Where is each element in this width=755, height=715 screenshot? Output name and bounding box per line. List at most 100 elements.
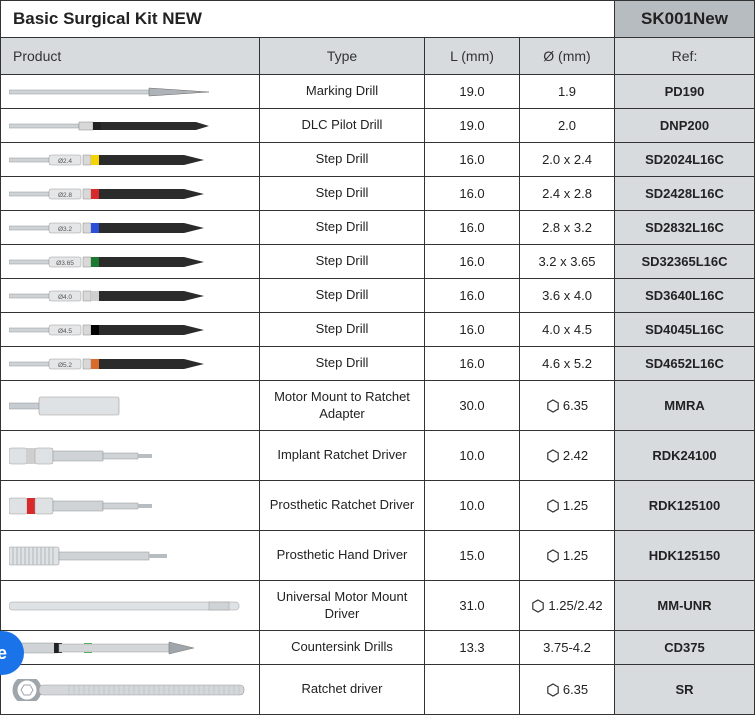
table-row: Prosthetic Hand Driver 15.0 1.25 HDK1251… (0, 531, 755, 581)
cell-ref: SD2024L16C (615, 143, 755, 177)
cell-product: Ø2.8 (0, 177, 260, 211)
cell-ref: MMRA (615, 381, 755, 431)
kit-sku: SK001New (615, 0, 755, 38)
cell-length: 16.0 (425, 211, 520, 245)
cell-ref: SD3640L16C (615, 279, 755, 313)
cell-type: Countersink Drills (260, 631, 425, 665)
table-row: Motor Mount to Ratchet Adapter 30.0 6.35… (0, 381, 755, 431)
cell-type: Step Drill (260, 211, 425, 245)
cell-length: 16.0 (425, 143, 520, 177)
cell-diameter: 3.75-4.2 (520, 631, 615, 665)
cell-product: Ø4.5 (0, 313, 260, 347)
cell-diameter: 1.9 (520, 75, 615, 109)
cell-length: 10.0 (425, 481, 520, 531)
rows-container: Marking Drill 19.0 1.9 PD190 DLC Pilot D… (0, 75, 755, 715)
cell-diameter: 1.25 (520, 531, 615, 581)
cell-product (0, 431, 260, 481)
cell-type: Motor Mount to Ratchet Adapter (260, 381, 425, 431)
cell-diameter: 3.6 x 4.0 (520, 279, 615, 313)
cell-product: Ø2.4 (0, 143, 260, 177)
table-row: Ø3.2 Step Drill 16.0 2.8 x 3.2 SD2832L16… (0, 211, 755, 245)
table-row: Ø2.4 Step Drill 16.0 2.0 x 2.4 SD2024L16… (0, 143, 755, 177)
col-product: Product (0, 38, 260, 75)
cell-ref: PD190 (615, 75, 755, 109)
cell-length: 13.3 (425, 631, 520, 665)
cell-type: Universal Motor Mount Driver (260, 581, 425, 631)
cell-type: Step Drill (260, 279, 425, 313)
tool-icon: Ø3.2 (9, 217, 251, 239)
col-ref: Ref: (615, 38, 755, 75)
cell-ref: SD4045L16C (615, 313, 755, 347)
cell-product: Ø3.2 (0, 211, 260, 245)
cell-diameter: 2.42 (520, 431, 615, 481)
header-row: Basic Surgical Kit NEW SK001New (0, 0, 755, 38)
svg-text:Ø5.2: Ø5.2 (58, 362, 72, 369)
cell-length: 30.0 (425, 381, 520, 431)
table-row: Ø4.5 Step Drill 16.0 4.0 x 4.5 SD4045L16… (0, 313, 755, 347)
tool-icon (9, 545, 251, 567)
cell-diameter: 1.25 (520, 481, 615, 531)
cell-length: 16.0 (425, 313, 520, 347)
tool-icon: Ø5.2 (9, 353, 251, 375)
cell-diameter: 3.2 x 3.65 (520, 245, 615, 279)
cell-type: DLC Pilot Drill (260, 109, 425, 143)
cell-diameter: 2.0 x 2.4 (520, 143, 615, 177)
cell-ref: SD2428L16C (615, 177, 755, 211)
kit-title: Basic Surgical Kit NEW (0, 0, 615, 38)
cell-diameter: 6.35 (520, 665, 615, 715)
cell-type: Step Drill (260, 143, 425, 177)
tool-icon (9, 445, 251, 467)
cell-ref: DNP200 (615, 109, 755, 143)
cell-product (0, 109, 260, 143)
cell-ref: SR (615, 665, 755, 715)
column-headers: Product Type L (mm) Ø (mm) Ref: (0, 38, 755, 75)
cell-diameter: 6.35 (520, 381, 615, 431)
cell-length: 31.0 (425, 581, 520, 631)
cell-length: 16.0 (425, 177, 520, 211)
cell-type: Prosthetic Hand Driver (260, 531, 425, 581)
tool-icon: Ø2.8 (9, 183, 251, 205)
cell-diameter: 4.0 x 4.5 (520, 313, 615, 347)
table-row: Universal Motor Mount Driver 31.0 1.25/2… (0, 581, 755, 631)
cell-ref: RDK24100 (615, 431, 755, 481)
tool-icon (9, 395, 251, 417)
table-row: Ratchet driver 6.35 SR (0, 665, 755, 715)
cell-product (0, 481, 260, 531)
tool-icon (9, 115, 251, 137)
cell-ref: SD32365L16C (615, 245, 755, 279)
cell-diameter: 2.4 x 2.8 (520, 177, 615, 211)
tool-icon (9, 679, 251, 701)
cell-diameter: 4.6 x 5.2 (520, 347, 615, 381)
cell-product (0, 531, 260, 581)
tool-icon (9, 81, 251, 103)
cell-length: 16.0 (425, 279, 520, 313)
cell-diameter: 1.25/2.42 (520, 581, 615, 631)
tool-icon: Ø3.65 (9, 251, 251, 273)
cell-product (0, 381, 260, 431)
cell-product (0, 631, 260, 665)
tool-icon (9, 595, 251, 617)
table-row: Ø5.2 Step Drill 16.0 4.6 x 5.2 SD4652L16… (0, 347, 755, 381)
cell-type: Ratchet driver (260, 665, 425, 715)
cell-product: Ø5.2 (0, 347, 260, 381)
cell-ref: CD375 (615, 631, 755, 665)
cell-length: 16.0 (425, 245, 520, 279)
svg-text:Ø4.0: Ø4.0 (58, 294, 72, 301)
table-row: Implant Ratchet Driver 10.0 2.42 RDK2410… (0, 431, 755, 481)
cell-type: Step Drill (260, 347, 425, 381)
cell-length: 15.0 (425, 531, 520, 581)
cell-product: Ø3.65 (0, 245, 260, 279)
cell-type: Step Drill (260, 313, 425, 347)
tool-icon (9, 637, 251, 659)
col-diameter: Ø (mm) (520, 38, 615, 75)
svg-text:Ø3.65: Ø3.65 (56, 260, 74, 267)
svg-text:Ø2.8: Ø2.8 (58, 192, 72, 199)
svg-text:Ø3.2: Ø3.2 (58, 226, 72, 233)
cell-ref: MM-UNR (615, 581, 755, 631)
cell-type: Implant Ratchet Driver (260, 431, 425, 481)
cell-ref: HDK125150 (615, 531, 755, 581)
cell-type: Prosthetic Ratchet Driver (260, 481, 425, 531)
cell-length: 19.0 (425, 109, 520, 143)
cell-product (0, 665, 260, 715)
tool-icon: Ø4.5 (9, 319, 251, 341)
